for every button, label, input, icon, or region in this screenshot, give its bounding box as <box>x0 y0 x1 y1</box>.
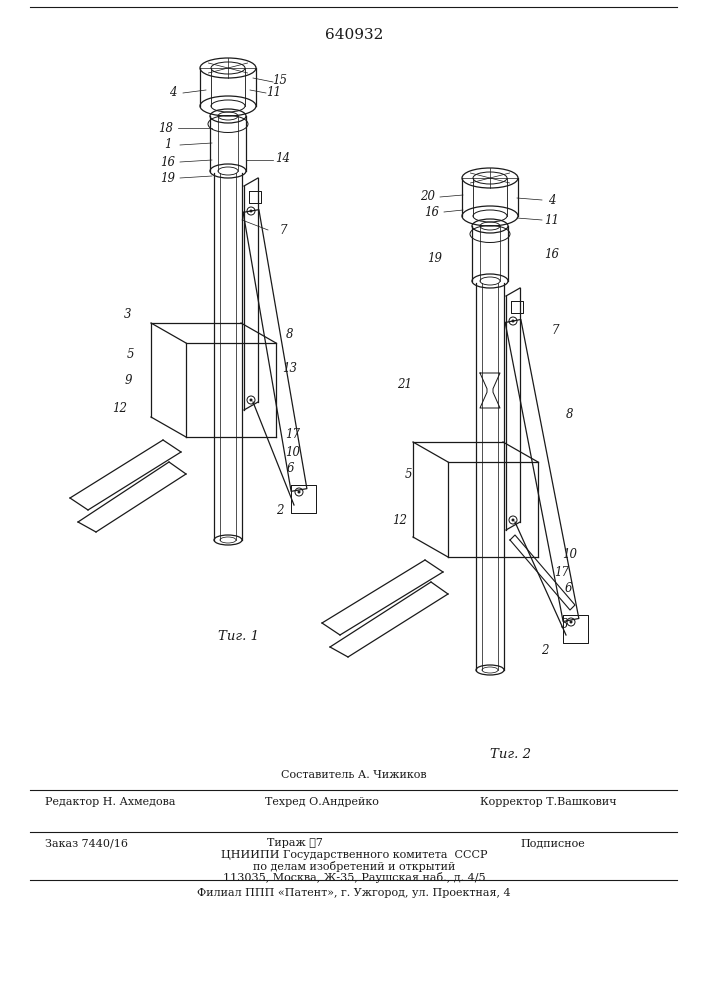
Text: Редактор Н. Ахмедова: Редактор Н. Ахмедова <box>45 797 175 807</box>
Text: 6: 6 <box>564 582 572 594</box>
Text: 8: 8 <box>566 408 574 422</box>
Text: 3: 3 <box>124 308 132 322</box>
Text: 15: 15 <box>272 74 288 87</box>
Text: 3: 3 <box>561 618 568 632</box>
Circle shape <box>298 490 300 493</box>
Text: 8: 8 <box>286 328 293 342</box>
Circle shape <box>250 398 252 401</box>
Circle shape <box>570 620 573 624</box>
Text: 12: 12 <box>112 401 127 414</box>
Text: 113035, Москва, Ж-35, Раушская наб., д. 4/5: 113035, Москва, Ж-35, Раушская наб., д. … <box>223 872 485 883</box>
Text: Составитель А. Чижиков: Составитель А. Чижиков <box>281 770 427 780</box>
Text: 20: 20 <box>421 190 436 204</box>
Text: Корректор Т.Вашкович: Корректор Т.Вашкович <box>480 797 617 807</box>
Text: 4: 4 <box>169 87 177 100</box>
Text: 5: 5 <box>127 349 134 361</box>
Text: 11: 11 <box>544 214 559 227</box>
Text: ЦНИИПИ Государственного комитета  СССР: ЦНИИПИ Государственного комитета СССР <box>221 850 487 860</box>
Text: 10: 10 <box>563 548 578 562</box>
Text: 10: 10 <box>286 446 300 458</box>
Text: 12: 12 <box>392 514 407 526</box>
Text: 17: 17 <box>554 566 570 578</box>
Text: по делам изобретений и открытий: по делам изобретений и открытий <box>253 861 455 872</box>
Circle shape <box>511 320 515 322</box>
Text: 7: 7 <box>551 324 559 336</box>
Text: Заказ 7440/16: Заказ 7440/16 <box>45 838 128 848</box>
Text: 21: 21 <box>397 378 412 391</box>
Text: 16: 16 <box>544 248 559 261</box>
Text: Τиг. 2: Τиг. 2 <box>489 748 530 761</box>
Text: 7: 7 <box>279 224 287 236</box>
Text: 1: 1 <box>164 138 172 151</box>
Text: Подписное: Подписное <box>520 838 585 848</box>
Text: 17: 17 <box>286 428 300 442</box>
Text: 19: 19 <box>428 251 443 264</box>
Text: 14: 14 <box>276 151 291 164</box>
Text: 13: 13 <box>283 361 298 374</box>
Text: Техред О.Андрейко: Техред О.Андрейко <box>265 797 379 807</box>
Text: Τиг. 1: Τиг. 1 <box>218 630 259 643</box>
Text: Филиал ППП «Патент», г. Ужгород, ул. Проектная, 4: Филиал ППП «Патент», г. Ужгород, ул. Про… <box>197 888 511 898</box>
Text: Тираж ѧ7: Тираж ѧ7 <box>267 838 323 848</box>
Text: 16: 16 <box>160 155 175 168</box>
Text: 2: 2 <box>542 644 549 656</box>
Text: 19: 19 <box>160 172 175 184</box>
Text: 2: 2 <box>276 504 284 516</box>
Text: 4: 4 <box>548 194 556 207</box>
Circle shape <box>250 210 252 213</box>
Text: 6: 6 <box>286 462 293 475</box>
Text: 16: 16 <box>424 206 440 219</box>
Circle shape <box>511 518 515 522</box>
Text: 18: 18 <box>158 121 173 134</box>
Text: 640932: 640932 <box>325 28 383 42</box>
Text: 5: 5 <box>404 468 411 482</box>
Text: 11: 11 <box>267 86 281 99</box>
Text: 9: 9 <box>124 373 132 386</box>
